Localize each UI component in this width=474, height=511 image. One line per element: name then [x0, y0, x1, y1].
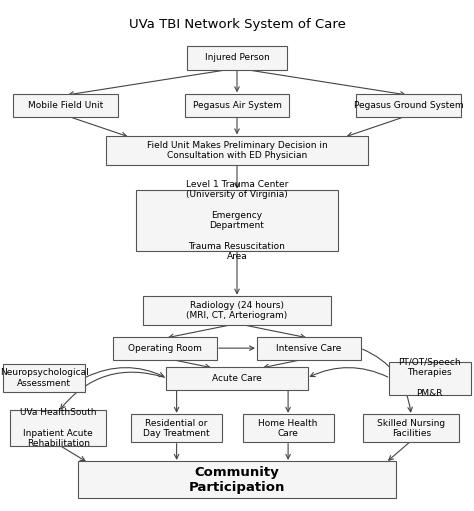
Text: Acute Care: Acute Care — [212, 374, 262, 383]
Text: PT/OT/Speech
Therapies

PM&R: PT/OT/Speech Therapies PM&R — [399, 358, 461, 398]
FancyBboxPatch shape — [106, 136, 368, 165]
FancyBboxPatch shape — [243, 414, 334, 443]
Text: Radiology (24 hours)
(MRI, CT, Arteriogram): Radiology (24 hours) (MRI, CT, Arteriogr… — [186, 301, 288, 320]
FancyBboxPatch shape — [78, 461, 396, 498]
FancyBboxPatch shape — [13, 94, 118, 117]
FancyBboxPatch shape — [364, 414, 459, 443]
Text: Skilled Nursing
Facilities: Skilled Nursing Facilities — [377, 419, 445, 438]
Text: Neuropsychological
Assessment: Neuropsychological Assessment — [0, 368, 89, 388]
FancyBboxPatch shape — [3, 364, 85, 392]
FancyBboxPatch shape — [131, 414, 222, 443]
Text: Operating Room: Operating Room — [128, 343, 202, 353]
FancyBboxPatch shape — [143, 296, 331, 325]
Text: Intensive Care: Intensive Care — [276, 343, 342, 353]
Text: Pegasus Ground System: Pegasus Ground System — [354, 101, 464, 110]
FancyBboxPatch shape — [166, 367, 308, 390]
Text: Level 1 Trauma Center
(University of Virginia)

Emergency
Department

Trauma Res: Level 1 Trauma Center (University of Vir… — [186, 179, 288, 261]
FancyBboxPatch shape — [10, 410, 106, 446]
FancyBboxPatch shape — [136, 190, 338, 251]
Text: Pegasus Air System: Pegasus Air System — [192, 101, 282, 110]
Text: Mobile Field Unit: Mobile Field Unit — [27, 101, 103, 110]
FancyBboxPatch shape — [112, 337, 218, 360]
Text: Home Health
Care: Home Health Care — [258, 419, 318, 438]
Text: Residential or
Day Treatment: Residential or Day Treatment — [143, 419, 210, 438]
FancyBboxPatch shape — [187, 45, 287, 69]
Text: UVa TBI Network System of Care: UVa TBI Network System of Care — [128, 17, 346, 31]
FancyBboxPatch shape — [389, 362, 471, 394]
FancyBboxPatch shape — [256, 337, 362, 360]
Text: UVa HealthSouth

Inpatient Acute
Rehabilitation: UVa HealthSouth Inpatient Acute Rehabili… — [20, 408, 96, 448]
Text: Injured Person: Injured Person — [205, 53, 269, 62]
FancyBboxPatch shape — [356, 94, 461, 117]
FancyBboxPatch shape — [184, 94, 290, 117]
Text: Community
Participation: Community Participation — [189, 466, 285, 494]
Text: Field Unit Makes Preliminary Decision in
Consultation with ED Physician: Field Unit Makes Preliminary Decision in… — [146, 141, 328, 160]
